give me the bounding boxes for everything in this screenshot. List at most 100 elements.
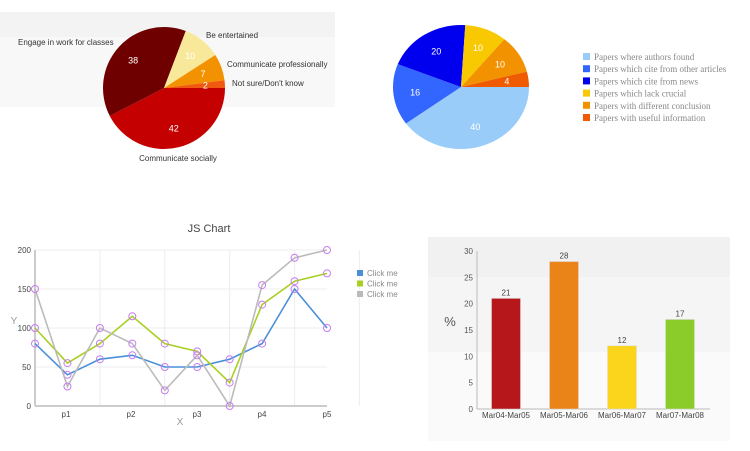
y-axis-label: Y	[11, 316, 18, 327]
data-point[interactable]	[323, 269, 331, 278]
data-point[interactable]	[290, 277, 299, 286]
data-point[interactable]	[95, 355, 104, 364]
legend-item[interactable]: Click me	[367, 269, 398, 278]
data-point[interactable]	[225, 378, 234, 387]
data-point[interactable]	[128, 351, 137, 360]
bar[interactable]	[665, 319, 695, 410]
x-axis-label: X	[177, 417, 184, 428]
slice-label: Engage in work for classes	[18, 38, 114, 47]
legend-swatch	[357, 270, 363, 276]
x-tick-label: Mar04-Mar05	[482, 411, 531, 420]
y-tick-label: 30	[464, 247, 473, 256]
legend-swatch	[583, 53, 590, 60]
data-point[interactable]	[63, 359, 72, 368]
data-point[interactable]	[95, 324, 104, 332]
y-tick-label: 200	[18, 246, 32, 255]
legend-swatch	[583, 101, 590, 109]
data-point[interactable]	[63, 382, 72, 391]
legend-item[interactable]: Papers which cite from other articles	[594, 64, 727, 74]
slice-value-label: 10	[495, 59, 505, 69]
legend-item[interactable]: Click me	[367, 290, 398, 299]
data-point[interactable]	[258, 339, 267, 348]
slice-value-label: 7	[200, 69, 205, 79]
pie-slice[interactable]	[164, 55, 225, 88]
data-point[interactable]	[193, 363, 202, 371]
data-point[interactable]	[290, 285, 299, 293]
bar[interactable]	[549, 261, 579, 410]
bar-chart: 0 5 10 15 20 25 30% 21 Mar04-Mar05 28 Mar05-Mar06 1…	[444, 247, 710, 420]
slice-value-label: 2	[203, 80, 208, 90]
data-point[interactable]	[31, 339, 39, 348]
series-line[interactable]	[34, 287, 328, 376]
y-tick-label: 100	[18, 324, 32, 333]
y-tick-label: 150	[18, 285, 32, 294]
y-axis-label: %	[444, 314, 456, 329]
pie-chart-papers: 40 16 20 10 10 4 Papers where authors found Pap…	[393, 25, 727, 150]
pie-slice[interactable]	[461, 39, 527, 87]
data-point[interactable]	[31, 324, 39, 332]
bar[interactable]	[607, 345, 637, 410]
pie-slice[interactable]	[393, 64, 461, 124]
chart-title: JS Chart	[188, 223, 231, 235]
data-point[interactable]	[290, 253, 299, 262]
data-point[interactable]	[160, 386, 169, 395]
legend-swatch	[583, 114, 590, 121]
y-tick-label: 0	[27, 402, 32, 411]
data-point[interactable]	[225, 355, 234, 364]
data-point[interactable]	[193, 351, 202, 360]
pie-slice[interactable]	[461, 71, 529, 87]
legend-item[interactable]: Papers with useful information	[594, 113, 706, 123]
bar-value-label: 28	[560, 252, 569, 261]
series-line[interactable]	[34, 272, 328, 384]
data-point[interactable]	[323, 246, 331, 254]
data-point[interactable]	[95, 339, 104, 348]
data-point[interactable]	[128, 339, 137, 348]
legend-item[interactable]: Click me	[367, 280, 398, 289]
slice-value-label: 38	[128, 55, 138, 65]
data-point[interactable]	[128, 312, 137, 321]
y-tick-label: 15	[464, 326, 473, 335]
data-point[interactable]	[225, 402, 234, 410]
bar-value-label: 12	[618, 336, 627, 345]
slice-label: Communicate professionally	[227, 60, 328, 69]
legend-swatch	[583, 77, 590, 85]
bar-panel-band	[428, 237, 730, 277]
y-tick-label: 50	[22, 363, 31, 372]
legend-swatch	[357, 280, 363, 287]
slice-label: Be entertained	[206, 31, 258, 40]
x-tick-label: p4	[258, 410, 267, 419]
x-tick-label: p5	[323, 410, 332, 419]
legend-swatch	[357, 291, 363, 297]
legend-item[interactable]: Papers where authors found	[594, 52, 695, 62]
legend-item[interactable]: Papers which lack crucial	[594, 89, 687, 99]
pie-slice[interactable]	[164, 80, 225, 88]
data-point[interactable]	[323, 324, 331, 332]
line-chart: JS Chart 0 50 100 150 200 p1 p2 p3 p4 p5 X Y Click me…	[11, 223, 399, 428]
pie-slice[interactable]	[102, 27, 186, 116]
y-tick-label: 25	[464, 273, 473, 282]
bar-value-label: 17	[676, 309, 685, 318]
data-point[interactable]	[160, 339, 169, 348]
slice-label: Not sure/Don't know	[232, 79, 304, 88]
y-tick-label: 5	[469, 379, 474, 388]
bar[interactable]	[491, 298, 521, 410]
legend-item[interactable]: Papers with different conclusion	[594, 101, 711, 111]
legend-swatch	[583, 89, 590, 97]
pie-slice[interactable]	[164, 31, 216, 88]
data-point[interactable]	[160, 363, 169, 371]
x-tick-label: Mar07-Mar08	[656, 411, 705, 420]
pie-slice[interactable]	[397, 25, 466, 88]
data-point[interactable]	[31, 285, 39, 293]
pie-slice[interactable]	[109, 88, 225, 149]
x-tick-label: Mar06-Mar07	[598, 411, 647, 420]
series-line[interactable]	[34, 249, 328, 408]
slice-value-label: 40	[470, 122, 480, 132]
pie-slice[interactable]	[461, 25, 505, 87]
data-point[interactable]	[258, 281, 267, 290]
pie-slice[interactable]	[405, 87, 529, 150]
legend-item[interactable]: Papers which cite from news	[594, 76, 698, 86]
slice-value-label: 4	[504, 77, 509, 87]
data-point[interactable]	[258, 300, 267, 309]
slice-value-label: 16	[410, 87, 420, 97]
